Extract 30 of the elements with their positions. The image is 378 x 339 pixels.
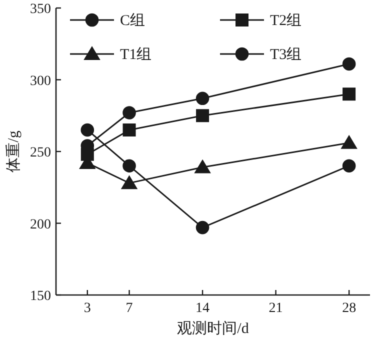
- point: [122, 123, 136, 136]
- legend-label: T3组: [270, 46, 302, 63]
- point: [341, 135, 358, 149]
- point: [196, 109, 210, 122]
- legend-label: C组: [120, 12, 146, 29]
- point: [194, 160, 211, 174]
- y-tick-label: 150: [30, 289, 51, 304]
- point: [196, 220, 210, 234]
- x-tick-label: 7: [126, 301, 133, 316]
- y-axis-title: 体重/g: [5, 130, 22, 172]
- point: [122, 106, 136, 120]
- x-axis-title: 观测时间/d: [177, 320, 250, 337]
- x-tick-label: 21: [268, 301, 283, 316]
- x-tick-label: 14: [196, 301, 210, 316]
- y-tick-label: 200: [30, 217, 51, 232]
- point: [196, 92, 210, 106]
- x-tick-label: 3: [84, 301, 91, 316]
- point: [80, 123, 94, 137]
- y-tick-label: 300: [30, 74, 51, 89]
- point: [342, 88, 356, 101]
- legend-label: T1组: [120, 46, 152, 63]
- point: [80, 148, 94, 161]
- y-tick-label: 250: [30, 146, 51, 160]
- legend-label: T2组: [270, 12, 302, 29]
- x-tick-label: 28: [342, 301, 356, 316]
- y-tick-label: 350: [30, 2, 51, 17]
- point: [342, 159, 356, 172]
- point: [342, 57, 356, 71]
- point: [121, 176, 138, 190]
- point: [122, 159, 136, 172]
